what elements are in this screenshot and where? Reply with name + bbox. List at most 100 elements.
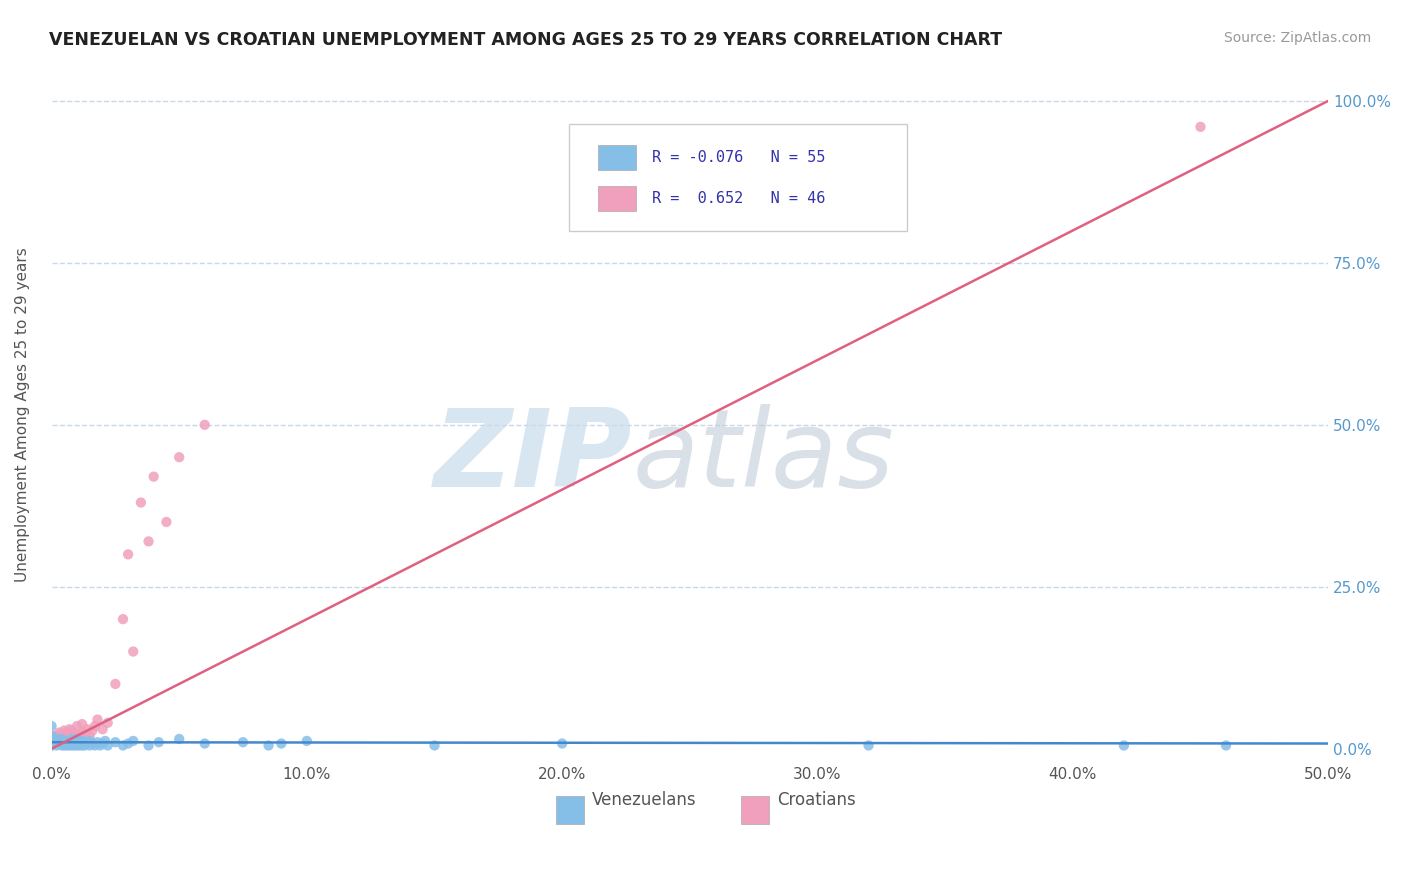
Point <box>63 739 86 753</box>
Point <box>194 737 217 751</box>
Point <box>60 739 83 753</box>
Point <box>76 737 98 751</box>
Point <box>42 731 65 746</box>
Point <box>53 734 76 748</box>
Point <box>45 731 67 746</box>
Point <box>58 739 80 753</box>
Point <box>73 739 96 753</box>
Point <box>60 731 83 746</box>
Point <box>117 737 139 751</box>
Point <box>56 739 79 753</box>
Point <box>56 725 79 739</box>
Point <box>91 737 114 751</box>
Point <box>257 739 280 753</box>
Point <box>84 719 107 733</box>
Point <box>60 731 83 746</box>
Point <box>60 723 83 738</box>
Point <box>270 737 292 751</box>
Point <box>73 727 96 741</box>
Point <box>41 719 63 733</box>
Point <box>69 730 91 744</box>
Text: Source: ZipAtlas.com: Source: ZipAtlas.com <box>1223 31 1371 45</box>
Point <box>41 735 63 749</box>
Point <box>63 729 86 743</box>
Text: atlas: atlas <box>633 404 894 509</box>
Point <box>91 723 114 737</box>
Point <box>41 729 63 743</box>
Point <box>53 723 76 738</box>
Point <box>53 735 76 749</box>
Point <box>56 731 79 746</box>
Point <box>51 739 73 753</box>
Point <box>48 725 70 739</box>
Point <box>69 739 91 753</box>
Point <box>194 417 217 432</box>
Point <box>41 729 63 743</box>
Point <box>41 734 63 748</box>
Point <box>51 727 73 741</box>
Point <box>69 735 91 749</box>
Point <box>51 735 73 749</box>
Point <box>94 734 117 748</box>
Point <box>1215 739 1237 753</box>
Point <box>79 734 101 748</box>
Text: VENEZUELAN VS CROATIAN UNEMPLOYMENT AMONG AGES 25 TO 29 YEARS CORRELATION CHART: VENEZUELAN VS CROATIAN UNEMPLOYMENT AMON… <box>49 31 1002 49</box>
Point <box>232 735 254 749</box>
Point <box>167 731 190 746</box>
FancyBboxPatch shape <box>598 186 637 211</box>
Point <box>58 734 80 748</box>
Point <box>104 735 127 749</box>
Point <box>73 735 96 749</box>
Point <box>97 739 120 753</box>
Point <box>70 734 93 748</box>
Point <box>295 734 318 748</box>
Point <box>42 737 65 751</box>
Point <box>45 739 67 753</box>
Point <box>551 737 574 751</box>
Point <box>111 739 134 753</box>
Point <box>76 723 98 737</box>
Point <box>66 719 89 733</box>
Point <box>66 731 89 746</box>
Point <box>122 734 145 748</box>
Point <box>66 739 89 753</box>
Point <box>138 534 160 549</box>
Point <box>66 727 89 741</box>
Point <box>45 735 67 749</box>
Text: R =  0.652   N = 46: R = 0.652 N = 46 <box>651 191 825 206</box>
Point <box>86 713 108 727</box>
Point <box>104 677 127 691</box>
Point <box>117 547 139 561</box>
Point <box>60 737 83 751</box>
Point <box>122 644 145 658</box>
Text: ZIP: ZIP <box>434 404 633 509</box>
Point <box>53 739 76 753</box>
Point <box>41 739 63 753</box>
Point <box>858 739 880 753</box>
Point <box>56 735 79 749</box>
Point <box>79 729 101 743</box>
Point <box>70 739 93 753</box>
Point <box>155 515 177 529</box>
Y-axis label: Unemployment Among Ages 25 to 29 years: Unemployment Among Ages 25 to 29 years <box>15 248 30 582</box>
Point <box>84 739 107 753</box>
Point <box>423 739 446 753</box>
Point <box>129 495 152 509</box>
Point <box>63 735 86 749</box>
FancyBboxPatch shape <box>741 797 769 824</box>
Point <box>111 612 134 626</box>
Text: R = -0.076   N = 55: R = -0.076 N = 55 <box>651 150 825 165</box>
Point <box>82 723 104 738</box>
Point <box>58 730 80 744</box>
Point <box>1112 739 1135 753</box>
Point <box>53 730 76 744</box>
Point <box>45 729 67 743</box>
FancyBboxPatch shape <box>568 124 907 231</box>
Point <box>142 469 165 483</box>
Point <box>66 737 89 751</box>
Point <box>70 717 93 731</box>
Point <box>79 739 101 753</box>
Text: Croatians: Croatians <box>776 791 855 809</box>
Point <box>97 715 120 730</box>
Point <box>167 450 190 465</box>
